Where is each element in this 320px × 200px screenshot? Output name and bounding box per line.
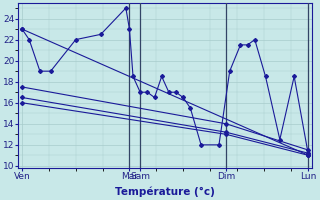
X-axis label: Température (°c): Température (°c) bbox=[115, 187, 215, 197]
